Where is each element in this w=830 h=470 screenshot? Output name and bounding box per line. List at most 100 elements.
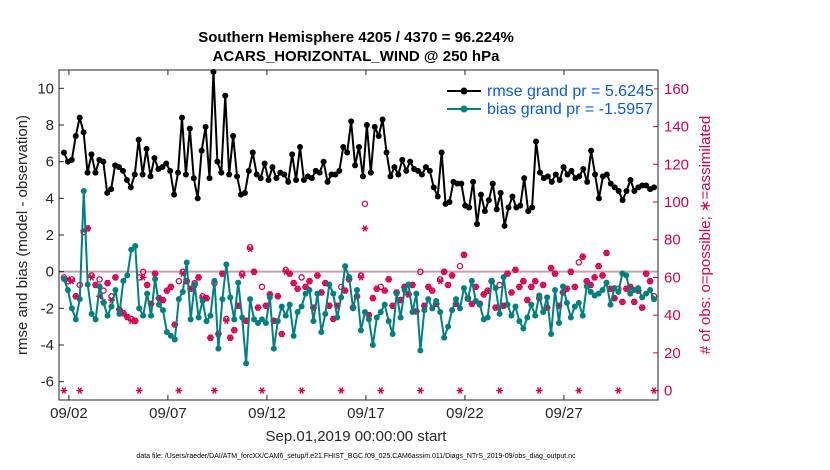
rmse-point [194, 195, 201, 202]
rmse-point [135, 136, 142, 143]
obs-assimilated-point [207, 334, 214, 342]
rmse-point [434, 193, 441, 200]
bias-point [559, 283, 566, 290]
bias-point [603, 279, 610, 286]
bias-point [357, 327, 364, 334]
obs-assimilated-point [294, 285, 302, 293]
obs-assimilated-point [440, 268, 448, 276]
asterisk-stroke [77, 387, 83, 394]
asterisk-stroke [323, 279, 328, 287]
bias-point [365, 316, 372, 323]
bias-point [599, 287, 606, 293]
rmse-point [438, 149, 445, 156]
left-tick-label: 2 [46, 227, 54, 244]
left-axis-label: rmse and bias (model - observation) [14, 115, 31, 355]
bias-point [544, 294, 551, 301]
rmse-point [391, 164, 398, 171]
bias-point [647, 287, 654, 293]
asterisk-stroke [425, 283, 431, 291]
asterisk-stroke [105, 279, 110, 287]
bias-point [552, 287, 559, 293]
asterisk-stroke [65, 276, 71, 283]
left-tick-label: 4 [46, 190, 54, 207]
rmse-point [261, 160, 268, 167]
bias-point [286, 301, 293, 308]
obs-assimilated-point [159, 296, 167, 304]
bias-point [266, 294, 273, 301]
obs-assimilated-point [527, 283, 535, 291]
bias-point [504, 301, 511, 308]
bias-point [322, 310, 329, 317]
rmse-point [163, 160, 170, 167]
rmse-point [580, 166, 587, 172]
right-tick-label: 140 [664, 119, 689, 136]
bias-point [215, 345, 222, 352]
obs-assimilated-point [361, 225, 369, 232]
obs-possible-point [139, 268, 147, 276]
bias-point [528, 301, 535, 308]
obs-assimilated-point [504, 270, 511, 277]
rmse-point [202, 123, 209, 130]
bias-point [251, 316, 258, 323]
obs-assimilated-point [512, 266, 519, 274]
asterisk-stroke [136, 387, 142, 394]
x-axis-label: Sep.01,2019 00:00:00 start [266, 428, 448, 445]
asterisk-stroke [532, 277, 538, 285]
rmse-point [556, 177, 563, 183]
asterisk-stroke [180, 270, 186, 277]
obs-possible-point [361, 200, 369, 208]
bias-point [112, 287, 119, 293]
rmse-point [363, 122, 370, 128]
asterisk-stroke [93, 281, 98, 289]
asterisk-stroke [604, 249, 609, 257]
bias-point [460, 285, 467, 292]
asterisk-stroke [144, 281, 150, 289]
asterisk-stroke [528, 283, 534, 291]
rmse-point [159, 164, 166, 171]
rmse-point [399, 156, 406, 163]
asterisk-stroke [386, 276, 392, 283]
obs-assimilated-point [314, 272, 321, 279]
asterisk-stroke [485, 287, 491, 294]
obs-assimilated-point [448, 272, 456, 279]
obs-assimilated-point [523, 296, 531, 304]
rmse-point [123, 177, 130, 183]
bias-point [136, 305, 143, 312]
rmse-point [108, 186, 115, 193]
bias-point [88, 310, 95, 317]
rmse-point [190, 175, 197, 182]
asterisk-stroke [61, 387, 67, 394]
obs-assimilated-point [369, 294, 377, 302]
bias-point [354, 287, 361, 293]
asterisk-stroke [505, 270, 510, 277]
bias-point [92, 316, 99, 323]
asterisk-stroke [291, 279, 296, 287]
right-tick-label: 60 [664, 269, 681, 286]
obs-assimilated-point [618, 298, 626, 306]
rmse-point [517, 202, 524, 209]
bias-point [520, 325, 527, 332]
bias-point [211, 277, 218, 284]
rmse-point [308, 175, 315, 182]
rmse-point [60, 149, 67, 156]
rmse-point [470, 178, 477, 185]
bias-point [429, 305, 436, 312]
rmse-point [607, 180, 614, 187]
left-axis-ticks: -6 -4 -2 0 2 4 6 8 10 [37, 80, 64, 391]
rmse-point [348, 118, 355, 125]
rmse-point [651, 184, 658, 191]
rmse-point [100, 158, 107, 165]
rmse-point [269, 164, 276, 171]
asterisk-stroke [160, 296, 166, 304]
bias-point [247, 296, 254, 303]
asterisk-stroke [513, 266, 518, 274]
rmse-point [584, 178, 591, 185]
asterisk-stroke [481, 291, 487, 298]
bias-series [60, 188, 658, 367]
bias-point [536, 292, 543, 299]
legend-label-rmse: rmse grand pr = 5.6245 [487, 83, 654, 100]
x-tick-label: 09/22 [446, 405, 484, 422]
bias-point [314, 290, 321, 297]
rmse-point [285, 178, 292, 185]
